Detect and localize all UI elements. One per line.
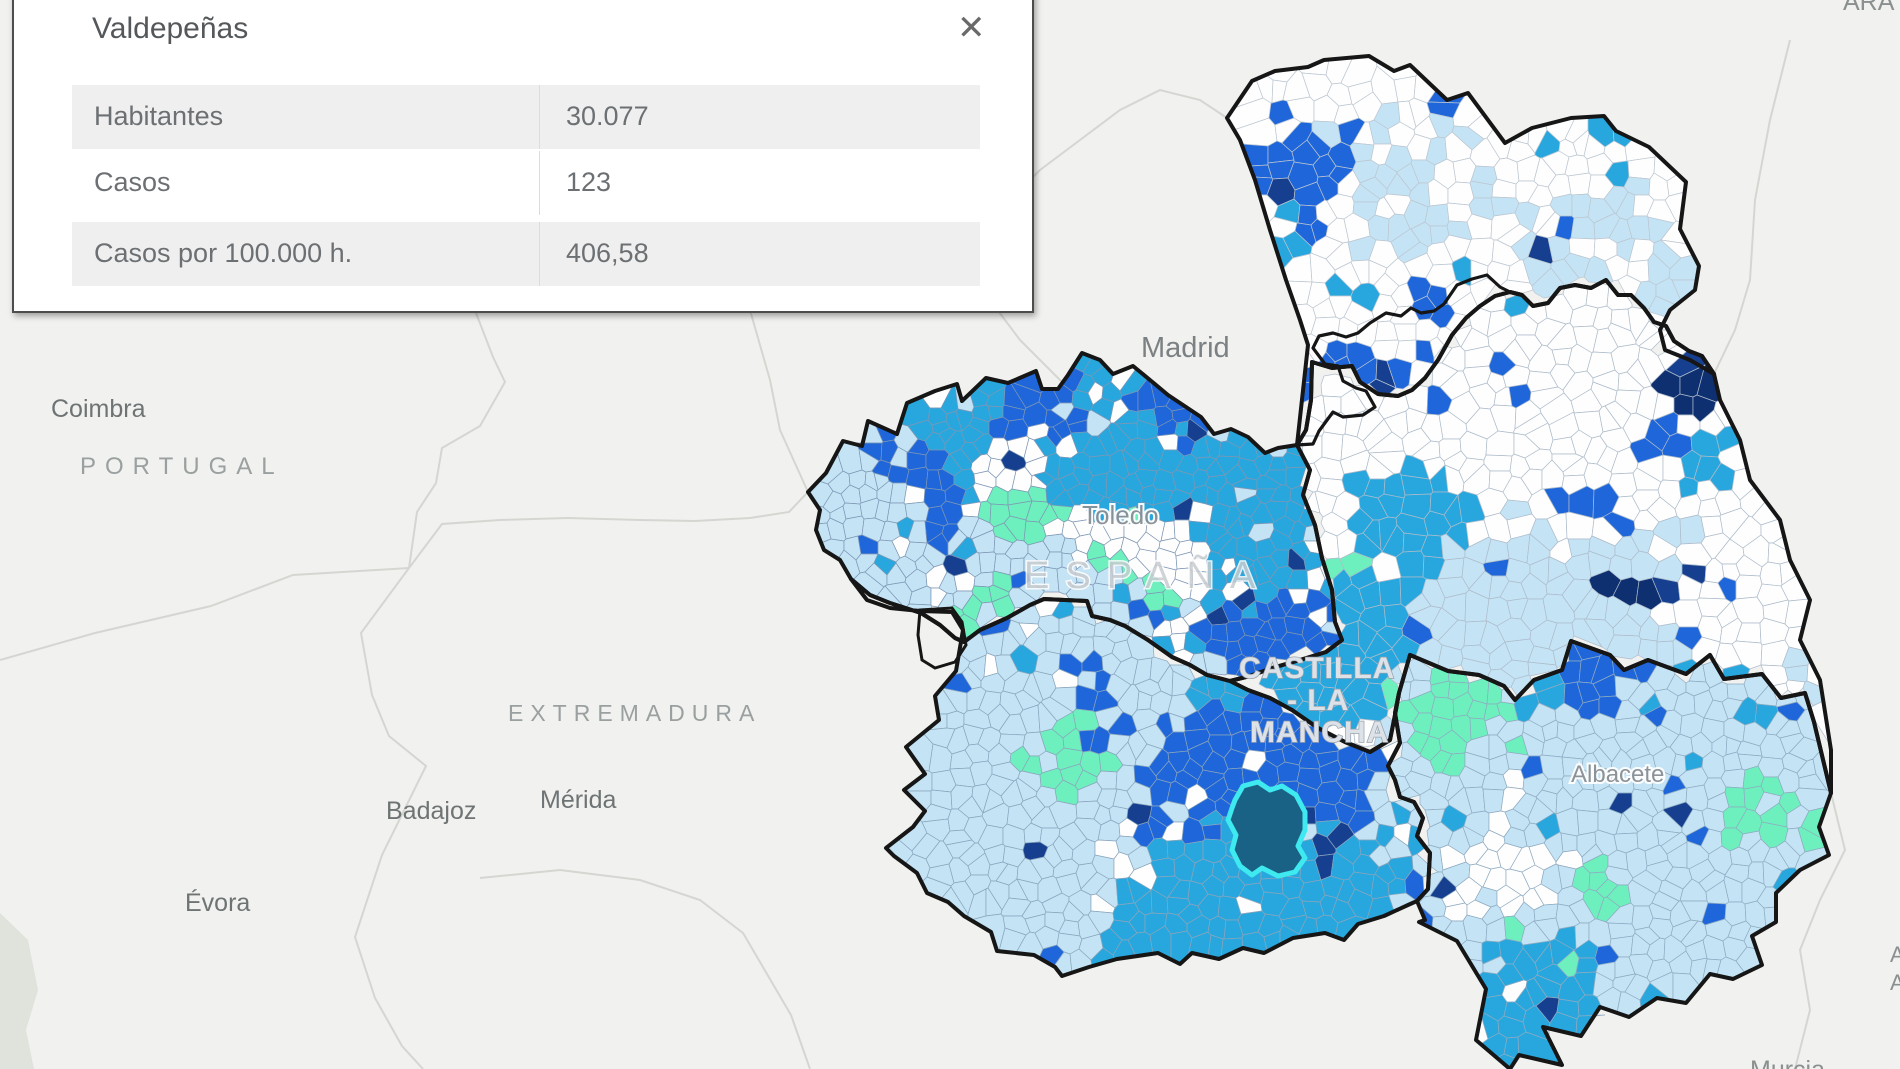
svg-text:Madrid: Madrid [1141,332,1230,364]
svg-text:Toledo: Toledo [1082,500,1159,530]
svg-text:A: A [1890,942,1900,967]
svg-text:Badajoz: Badajoz [386,797,476,825]
svg-text:ARA: ARA [1843,0,1895,16]
svg-text:Mérida: Mérida [540,786,617,814]
svg-text:- LA: - LA [1287,684,1349,717]
svg-text:MANCHA: MANCHA [1250,716,1389,749]
svg-text:PORTUGAL: PORTUGAL [80,453,284,480]
svg-text:Évora: Évora [185,888,250,917]
svg-text:CASTILLA: CASTILLA [1239,652,1395,685]
svg-text:A: A [1890,970,1900,995]
svg-text:Coimbra: Coimbra [51,395,146,423]
svg-text:Murcia: Murcia [1750,1056,1825,1069]
svg-text:EXTREMADURA: EXTREMADURA [508,700,761,726]
svg-text:ESPAÑA: ESPAÑA [1024,554,1271,597]
svg-text:Albacete: Albacete [1571,761,1664,788]
